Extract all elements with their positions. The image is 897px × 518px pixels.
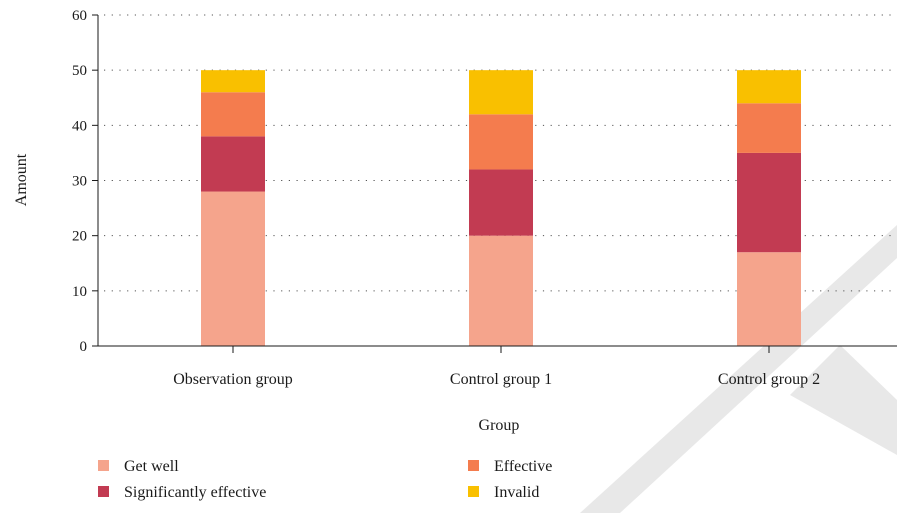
bar-segment <box>737 152 801 253</box>
y-tick-label: 10 <box>72 284 87 300</box>
legend-swatch <box>98 460 109 471</box>
bar-segment <box>201 136 265 192</box>
x-tick-label: Control group 1 <box>450 371 552 388</box>
legend-label: Significantly effective <box>124 484 266 501</box>
legend: Get well Significantly effective Effective… <box>98 458 552 501</box>
bar-segment <box>469 169 533 236</box>
y-tick-label: 60 <box>72 8 87 24</box>
bar-segment <box>469 235 533 346</box>
bar-segment <box>737 103 801 153</box>
y-tick-label: 20 <box>72 229 87 245</box>
bar-segment <box>737 252 801 346</box>
legend-label: Invalid <box>494 484 539 501</box>
y-tick-label: 0 <box>80 339 88 355</box>
x-tick-label: Control group 2 <box>718 371 820 388</box>
y-tick-label: 40 <box>72 118 87 134</box>
y-tick-label: 50 <box>72 63 87 79</box>
legend-label: Get well <box>124 458 179 475</box>
watermark <box>580 225 897 513</box>
bar-segment <box>469 114 533 170</box>
bar-segment <box>737 70 801 104</box>
legend-swatch <box>468 460 479 471</box>
bar-segment <box>201 92 265 137</box>
legend-swatch <box>98 486 109 497</box>
axis-ticks: 0 10 20 30 40 50 60 Observation group Control gr… <box>72 8 820 388</box>
bar-segment <box>201 191 265 346</box>
bar-segment <box>201 70 265 93</box>
x-axis-title: Group <box>479 417 520 434</box>
y-tick-label: 30 <box>72 174 87 190</box>
legend-swatch <box>468 486 479 497</box>
x-tick-label: Observation group <box>173 371 293 388</box>
bar-segment <box>469 70 533 115</box>
bars <box>201 70 801 346</box>
legend-label: Effective <box>494 458 552 475</box>
y-axis-title: Amount <box>13 153 30 206</box>
